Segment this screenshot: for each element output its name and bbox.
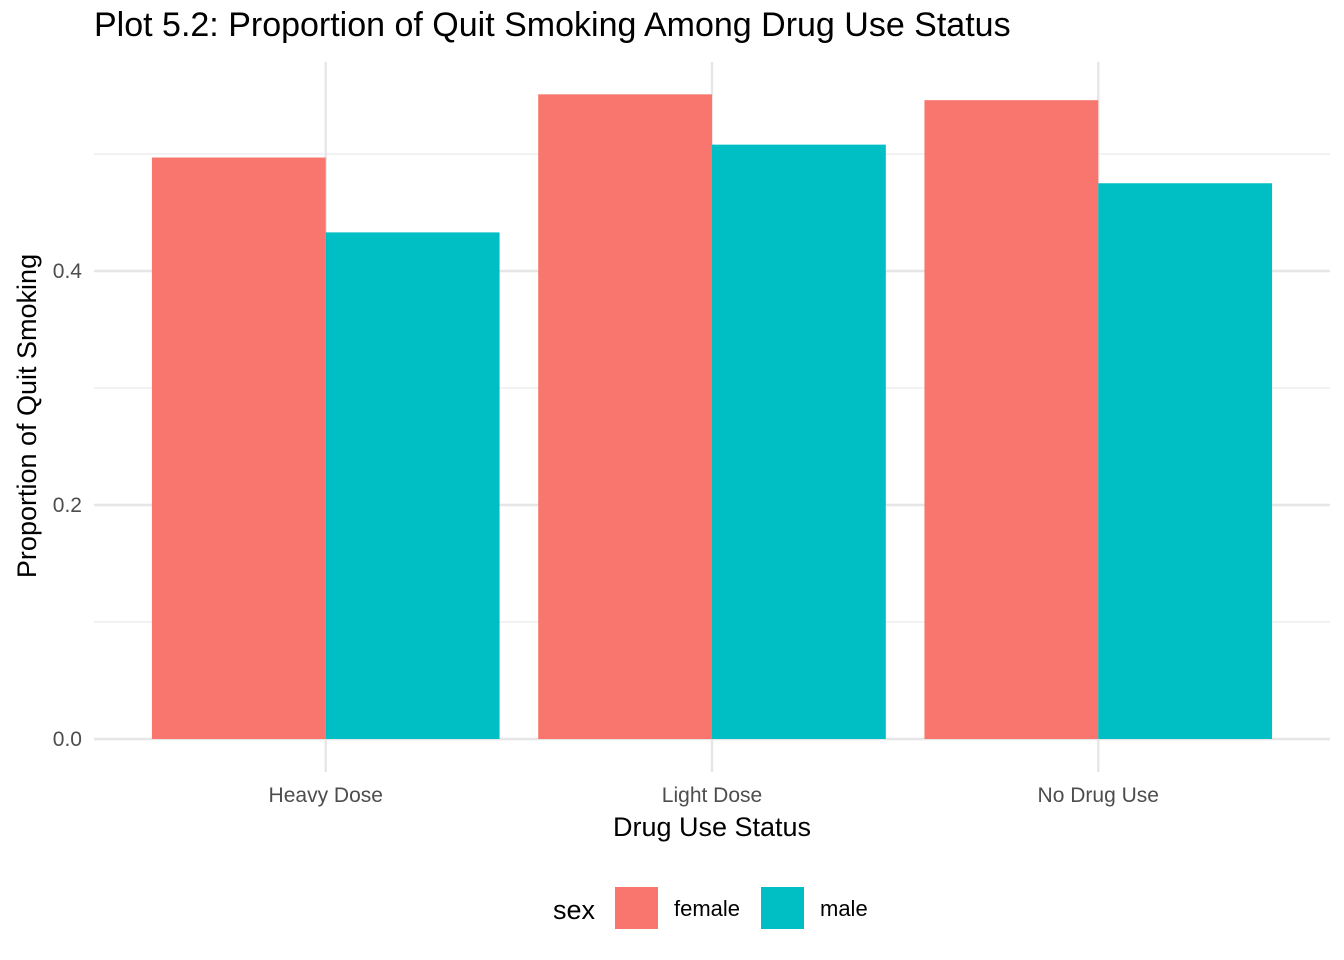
bars: [151, 94, 1273, 740]
legend-label-male: male: [820, 896, 868, 921]
legend-title: sex: [553, 895, 596, 925]
bar-male-1: [712, 144, 886, 739]
bar-male-2: [1098, 183, 1273, 739]
x-tick-label: Heavy Dose: [269, 784, 383, 807]
y-axis-title: Proportion of Quit Smoking: [12, 254, 42, 578]
y-tick-label: 0.2: [53, 494, 82, 517]
legend-key-female: [615, 887, 658, 929]
bar-male-0: [325, 232, 500, 739]
y-tick-label: 0.0: [53, 728, 82, 751]
legend: sex female male: [553, 887, 868, 929]
bar-female-0: [151, 157, 326, 739]
bar-female-1: [538, 94, 712, 739]
legend-key-male: [761, 887, 804, 929]
x-tick-label: No Drug Use: [1038, 784, 1159, 807]
x-axis-title: Drug Use Status: [613, 812, 811, 842]
x-tick-label: Light Dose: [662, 784, 762, 807]
chart-title: Plot 5.2: Proportion of Quit Smoking Amo…: [94, 6, 1011, 44]
x-tick-labels: Heavy Dose Light Dose No Drug Use: [269, 784, 1159, 807]
bar-female-2: [924, 100, 1099, 740]
y-tick-labels: 0.0 0.2 0.4: [53, 260, 83, 751]
y-tick-label: 0.4: [53, 260, 83, 283]
legend-label-female: female: [674, 896, 740, 921]
